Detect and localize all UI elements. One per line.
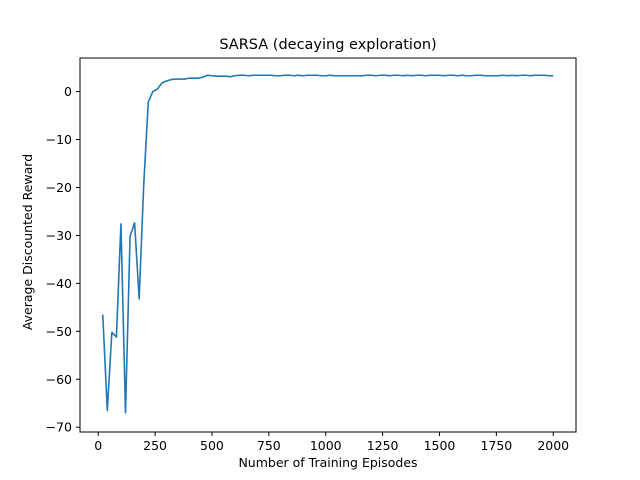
y-tick-label: −40 xyxy=(46,276,72,291)
y-axis: −70 −60 −50 −40 −30 −20 −10 0 xyxy=(46,84,80,435)
x-tick-label: 750 xyxy=(257,438,281,453)
x-tick-label: 1500 xyxy=(424,438,456,453)
plot-frame xyxy=(79,57,577,433)
x-tick-label: 250 xyxy=(143,438,167,453)
plot-area xyxy=(79,57,577,433)
chart-title: SARSA (decaying exploration) xyxy=(219,37,436,53)
y-tick-label: −20 xyxy=(46,180,72,195)
x-tick-label: 1250 xyxy=(367,438,399,453)
x-axis-label: Number of Training Episodes xyxy=(238,455,417,470)
x-tick-label: 2000 xyxy=(537,438,569,453)
x-axis: 0 250 500 750 1000 1250 1500 1750 2000 xyxy=(94,432,569,453)
y-tick-label: 0 xyxy=(64,84,72,99)
y-tick-label: −70 xyxy=(46,420,72,435)
x-tick-label: 1000 xyxy=(310,438,342,453)
x-tick-label: 1750 xyxy=(480,438,512,453)
y-axis-label: Average Discounted Reward xyxy=(20,154,35,330)
y-tick-label: −60 xyxy=(46,372,72,387)
y-tick-label: −30 xyxy=(46,228,72,243)
y-tick-label: −50 xyxy=(46,324,72,339)
x-tick-label: 500 xyxy=(200,438,224,453)
x-tick-label: 0 xyxy=(94,438,102,453)
series-line xyxy=(101,74,554,414)
y-tick-label: −10 xyxy=(46,132,72,147)
